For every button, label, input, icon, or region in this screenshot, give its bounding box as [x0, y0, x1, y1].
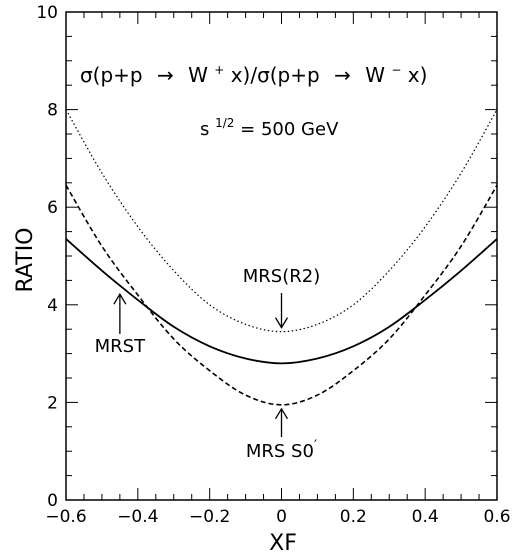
annotation-arrow-head: [274, 317, 289, 329]
annotation-arrow-head: [113, 292, 127, 305]
x-tick-label: −0.4: [117, 507, 158, 527]
chart-energy: s 1/2 = 500 GeV: [200, 111, 339, 140]
x-tick-label: 0.6: [483, 507, 510, 527]
series-line: [65, 184, 498, 406]
x-tick-label: 0.4: [412, 507, 439, 527]
y-axis-title: RATIO: [13, 228, 38, 293]
axis-ticks: [65, 11, 498, 501]
x-tick-label: 0.2: [340, 507, 367, 527]
y-tick-label: 4: [47, 296, 58, 316]
annotation-label: MRS S0′: [246, 438, 317, 462]
x-tick-label: −0.2: [189, 507, 230, 527]
tick-labels: −0.6 −0.4 −0.2 0 0.2 0.4 0.6 0 2 4 6 8 10: [36, 3, 510, 527]
annotations: MRS(R2) MRST MRS S0′: [95, 266, 321, 462]
annotation-label: MRS(R2): [243, 266, 320, 287]
series-group: [65, 109, 498, 406]
y-tick-label: 8: [47, 101, 58, 121]
annotation-arrow-head: [274, 407, 289, 420]
y-tick-label: 10: [36, 3, 58, 23]
y-tick-label: 6: [47, 198, 58, 218]
series-line: [65, 238, 498, 365]
x-tick-label: −0.6: [45, 507, 86, 527]
x-axis-title: XF: [269, 531, 297, 556]
x-tick-label: 0: [276, 507, 287, 527]
y-tick-label: 0: [47, 491, 58, 511]
chart-formula: σ(p+p → W + x)/σ(p+p → W − x): [80, 55, 427, 87]
y-tick-label: 2: [47, 393, 58, 413]
series-line: [65, 109, 498, 333]
annotation-label: MRST: [95, 336, 146, 357]
